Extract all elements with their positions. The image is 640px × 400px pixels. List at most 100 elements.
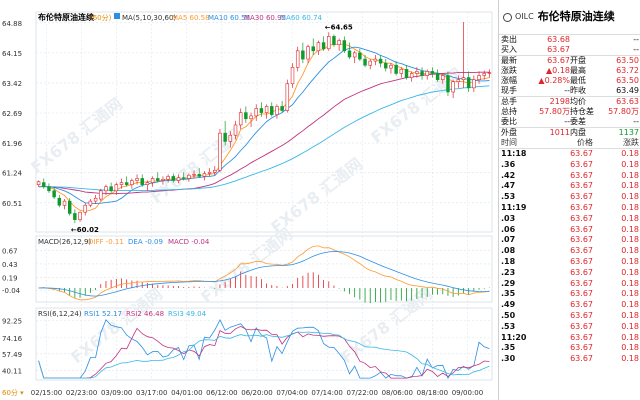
candle-body	[166, 176, 170, 180]
macd-diff-line	[38, 245, 490, 301]
rsi-tick-label: 74.16	[2, 335, 23, 343]
ma-legend-item: MA5 60.58	[172, 14, 210, 22]
quote-value: --	[564, 86, 570, 95]
tick-change: 0.18	[621, 354, 639, 364]
ma-line-ma30	[38, 71, 490, 195]
tick-price: 63.67	[570, 310, 593, 320]
quote-row: 买入 63.67 --	[499, 45, 640, 56]
candle-body	[156, 178, 160, 181]
tick-change: 0.18	[621, 343, 639, 353]
tick-row: .53 63.67 0.18	[499, 322, 640, 333]
candle-body	[446, 75, 450, 93]
rsi-legend-item: RSI2 46.48	[126, 310, 164, 318]
quote-key	[570, 35, 605, 45]
tick-time: .53	[501, 192, 516, 202]
tick-list[interactable]: 11:18 63.67 0.18.36 63.67 0.18.42 63.67 0.18.4…	[499, 149, 640, 365]
tick-header-change: 涨跌	[623, 138, 639, 147]
ma-line-ma10	[38, 46, 490, 205]
candle-body	[420, 71, 424, 76]
candle-body	[456, 79, 461, 83]
price-tick-label: 61.24	[2, 170, 23, 178]
candle-body	[311, 46, 315, 52]
candle-body	[466, 77, 471, 89]
candle-body	[264, 106, 269, 113]
tick-time: .53	[501, 321, 516, 331]
quote-value: 1011	[549, 128, 570, 137]
time-tick-label: 03/09:00	[101, 389, 132, 397]
tick-change: 0.18	[621, 332, 639, 342]
ma-line-ma60	[38, 85, 490, 191]
tick-change: 0.18	[621, 321, 639, 331]
pane-frame	[35, 11, 493, 233]
candle-body	[114, 184, 119, 192]
watermark: FX678 汇通网	[27, 94, 126, 177]
macd-dea-line	[38, 251, 490, 297]
macd-tick-label: 0.67	[2, 247, 18, 255]
quote-value: 63.63	[616, 97, 639, 106]
tick-price: 63.67	[570, 332, 593, 342]
tick-row: .49 63.67 0.18	[499, 300, 640, 311]
tick-row: .35 63.67 0.18	[499, 289, 640, 300]
quote-key: 最低	[570, 76, 586, 85]
quote-key: 昨收	[570, 86, 586, 95]
tick-row: .07 63.67 0.18	[499, 235, 640, 246]
rsi-tick-label: 92.25	[2, 318, 22, 326]
candle-body	[176, 177, 181, 181]
tick-time: .18	[501, 256, 516, 266]
candle-body	[83, 204, 87, 213]
candle-body	[73, 213, 77, 220]
tick-time: .47	[501, 181, 516, 191]
candle-body	[363, 58, 367, 66]
tick-price: 63.67	[570, 224, 593, 234]
candle-body	[441, 75, 445, 80]
tick-price: 63.67	[570, 256, 593, 266]
time-tick-label: 08/18:00	[417, 389, 448, 397]
ma-legend-item: MA30 60.95	[244, 14, 286, 22]
candle-body	[78, 211, 82, 220]
tick-price: 63.67	[570, 213, 593, 223]
candle-body	[316, 42, 321, 52]
tick-row: .03 63.67 0.18	[499, 214, 640, 225]
rsi-tick-label: 40.11	[2, 367, 22, 375]
candlesticks: ←64.65 ←60.02	[36, 22, 492, 234]
candle-body	[187, 174, 191, 179]
candle-body	[47, 186, 51, 192]
tick-change: 0.18	[621, 289, 639, 299]
quote-key: 涨跌	[501, 66, 517, 75]
tick-change: 0.18	[621, 310, 639, 320]
tick-price: 63.67	[570, 202, 593, 212]
tick-change: 0.18	[621, 278, 639, 288]
tick-time: .49	[501, 300, 516, 310]
quote-key: 最新	[501, 56, 517, 65]
tick-change: 0.18	[621, 213, 639, 223]
quote-key: 内盘	[570, 128, 586, 137]
price-tick-label: 62.69	[2, 110, 22, 118]
candle-body	[202, 173, 207, 177]
rsi-line-1	[38, 319, 490, 379]
tick-change: 0.18	[621, 256, 639, 266]
quote-value: 57.80万	[608, 107, 639, 116]
quote-value: ▲0.18	[546, 66, 570, 75]
time-tick-label: 07/04:00	[276, 389, 307, 397]
quote-key: 最高	[570, 66, 586, 75]
macd-tick-label: -0.04	[2, 287, 21, 295]
quote-value: 57.80万	[539, 107, 570, 116]
candle-body	[389, 64, 393, 69]
quote-key: 总持	[501, 107, 517, 116]
tick-change: 0.18	[621, 224, 639, 234]
quote-value: 63.50	[616, 56, 639, 65]
time-tick-label: 02/15:00	[31, 389, 62, 397]
tick-time: .06	[501, 224, 516, 234]
candle-body	[109, 186, 113, 192]
candle-body	[181, 177, 186, 179]
candle-body	[290, 66, 295, 85]
tick-time: .36	[501, 159, 516, 169]
tick-row: .06 63.67 0.18	[499, 225, 640, 236]
tick-row: 11:20 63.67 0.18	[499, 333, 640, 344]
ma-lines	[38, 43, 490, 212]
candle-body	[378, 58, 383, 64]
time-tick-label: 03/17:00	[136, 389, 167, 397]
candle-body	[399, 69, 404, 74]
candle-body	[347, 50, 352, 58]
